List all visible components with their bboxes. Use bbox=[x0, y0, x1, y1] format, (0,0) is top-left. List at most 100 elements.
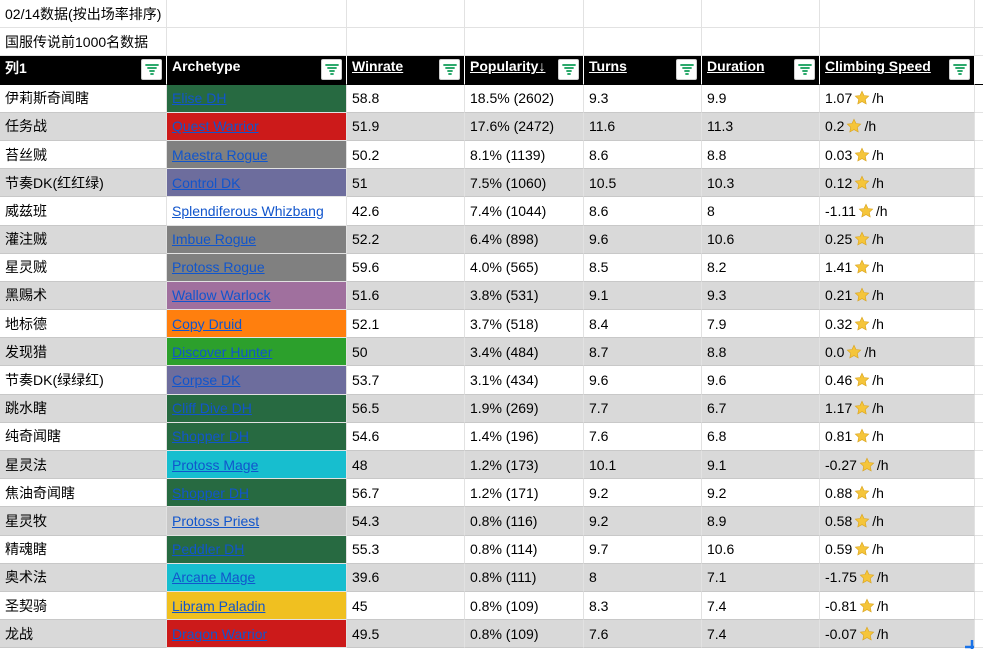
duration-cell[interactable]: 9.6 bbox=[702, 366, 820, 395]
empty-cell[interactable] bbox=[820, 0, 975, 29]
duration-cell[interactable]: 8.8 bbox=[702, 338, 820, 367]
archetype-cell[interactable]: Libram Paladin bbox=[167, 591, 347, 621]
deck-name-cell[interactable]: 龙战 bbox=[0, 620, 167, 649]
duration-cell[interactable]: 9.2 bbox=[702, 479, 820, 508]
popularity-cell[interactable]: 3.8% (531) bbox=[465, 281, 584, 311]
winrate-cell[interactable]: 50 bbox=[347, 338, 465, 367]
climbing-speed-cell[interactable]: -0.81/h bbox=[820, 591, 975, 621]
archetype-cell[interactable]: Shopper DH bbox=[167, 422, 347, 451]
deck-name-cell[interactable]: 黑赐术 bbox=[0, 281, 167, 311]
popularity-cell[interactable]: 3.7% (518) bbox=[465, 310, 584, 339]
archetype-link[interactable]: Protoss Mage bbox=[172, 456, 259, 473]
deck-name-cell[interactable]: 星灵法 bbox=[0, 451, 167, 480]
duration-cell[interactable]: 6.7 bbox=[702, 394, 820, 423]
deck-name-cell[interactable]: 精魂瞎 bbox=[0, 535, 167, 564]
popularity-cell[interactable]: 18.5% (2602) bbox=[465, 84, 584, 113]
turns-cell[interactable]: 8 bbox=[584, 563, 702, 592]
climbing-speed-cell[interactable]: 0.88/h bbox=[820, 479, 975, 508]
archetype-cell[interactable]: Quest Warrior bbox=[167, 112, 347, 141]
climbing-speed-cell[interactable]: 1.07/h bbox=[820, 84, 975, 113]
winrate-cell[interactable]: 54.3 bbox=[347, 507, 465, 536]
duration-cell[interactable]: 10.6 bbox=[702, 225, 820, 254]
archetype-link[interactable]: Corpse DK bbox=[172, 372, 241, 389]
winrate-cell[interactable]: 51 bbox=[347, 169, 465, 198]
archetype-link[interactable]: Maestra Rogue bbox=[172, 146, 268, 163]
duration-cell[interactable]: 7.9 bbox=[702, 310, 820, 339]
winrate-cell[interactable]: 55.3 bbox=[347, 535, 465, 564]
winrate-cell[interactable]: 58.8 bbox=[347, 84, 465, 113]
duration-cell[interactable]: 9.3 bbox=[702, 281, 820, 311]
duration-cell[interactable]: 8.9 bbox=[702, 507, 820, 536]
deck-name-cell[interactable]: 苔丝贼 bbox=[0, 140, 167, 170]
climbing-speed-cell[interactable]: -1.75/h bbox=[820, 563, 975, 592]
climbing-speed-cell[interactable]: 0.81/h bbox=[820, 422, 975, 451]
archetype-link[interactable]: Cliff Dive DH bbox=[172, 400, 252, 417]
duration-cell[interactable]: 9.1 bbox=[702, 451, 820, 480]
archetype-link[interactable]: Libram Paladin bbox=[172, 597, 266, 614]
empty-cell[interactable] bbox=[167, 28, 347, 57]
winrate-cell[interactable]: 56.5 bbox=[347, 394, 465, 423]
archetype-link[interactable]: Dragon Warrior bbox=[172, 625, 268, 642]
archetype-cell[interactable]: Wallow Warlock bbox=[167, 281, 347, 311]
popularity-cell[interactable]: 0.8% (114) bbox=[465, 535, 584, 564]
deck-name-cell[interactable]: 威兹班 bbox=[0, 197, 167, 226]
header-turns[interactable]: Turns bbox=[584, 56, 702, 85]
archetype-cell[interactable]: Splendiferous Whizbang bbox=[167, 197, 347, 226]
climbing-speed-cell[interactable]: 0.0/h bbox=[820, 338, 975, 367]
climbing-speed-cell[interactable]: 1.41/h bbox=[820, 253, 975, 282]
winrate-cell[interactable]: 48 bbox=[347, 451, 465, 480]
popularity-cell[interactable]: 4.0% (565) bbox=[465, 253, 584, 282]
duration-cell[interactable]: 8.2 bbox=[702, 253, 820, 282]
archetype-cell[interactable]: Corpse DK bbox=[167, 366, 347, 395]
archetype-cell[interactable]: Cliff Dive DH bbox=[167, 394, 347, 423]
popularity-cell[interactable]: 7.4% (1044) bbox=[465, 197, 584, 226]
deck-name-cell[interactable]: 奥术法 bbox=[0, 563, 167, 592]
deck-name-cell[interactable]: 圣契骑 bbox=[0, 591, 167, 621]
archetype-cell[interactable]: Arcane Mage bbox=[167, 563, 347, 592]
turns-cell[interactable]: 9.7 bbox=[584, 535, 702, 564]
archetype-link[interactable]: Quest Warrior bbox=[172, 118, 259, 135]
empty-cell[interactable] bbox=[167, 0, 347, 29]
popularity-cell[interactable]: 0.8% (116) bbox=[465, 507, 584, 536]
sheet-subtitle[interactable]: 国服传说前1000名数据 bbox=[0, 28, 167, 57]
archetype-link[interactable]: Shopper DH bbox=[172, 484, 250, 501]
deck-name-cell[interactable]: 地标德 bbox=[0, 310, 167, 339]
archetype-link[interactable]: Shopper DH bbox=[172, 428, 250, 445]
winrate-cell[interactable]: 50.2 bbox=[347, 140, 465, 170]
deck-name-cell[interactable]: 星灵贼 bbox=[0, 253, 167, 282]
deck-name-cell[interactable]: 星灵牧 bbox=[0, 507, 167, 536]
filter-button-archetype[interactable] bbox=[321, 59, 342, 81]
empty-cell[interactable] bbox=[702, 28, 820, 57]
empty-cell[interactable] bbox=[465, 0, 584, 29]
turns-cell[interactable]: 8.3 bbox=[584, 591, 702, 621]
turns-cell[interactable]: 7.6 bbox=[584, 422, 702, 451]
empty-cell[interactable] bbox=[584, 0, 702, 29]
empty-cell[interactable] bbox=[465, 28, 584, 57]
winrate-cell[interactable]: 39.6 bbox=[347, 563, 465, 592]
duration-cell[interactable]: 7.4 bbox=[702, 620, 820, 649]
archetype-link[interactable]: Elise DH bbox=[172, 90, 227, 107]
archetype-cell[interactable]: Shopper DH bbox=[167, 479, 347, 508]
empty-cell[interactable] bbox=[584, 28, 702, 57]
archetype-cell[interactable]: Protoss Rogue bbox=[167, 253, 347, 282]
duration-cell[interactable]: 6.8 bbox=[702, 422, 820, 451]
deck-name-cell[interactable]: 纯奇闻瞎 bbox=[0, 422, 167, 451]
climbing-speed-cell[interactable]: 1.17/h bbox=[820, 394, 975, 423]
winrate-cell[interactable]: 42.6 bbox=[347, 197, 465, 226]
duration-cell[interactable]: 8.8 bbox=[702, 140, 820, 170]
turns-cell[interactable]: 9.1 bbox=[584, 281, 702, 311]
climbing-speed-cell[interactable]: 0.58/h bbox=[820, 507, 975, 536]
climbing-speed-cell[interactable]: 0.2/h bbox=[820, 112, 975, 141]
duration-cell[interactable]: 9.9 bbox=[702, 84, 820, 113]
empty-cell[interactable] bbox=[347, 0, 465, 29]
duration-cell[interactable]: 8 bbox=[702, 197, 820, 226]
winrate-cell[interactable]: 51.6 bbox=[347, 281, 465, 311]
winrate-cell[interactable]: 59.6 bbox=[347, 253, 465, 282]
archetype-link[interactable]: Control DK bbox=[172, 174, 241, 191]
popularity-cell[interactable]: 7.5% (1060) bbox=[465, 169, 584, 198]
archetype-link[interactable]: Protoss Rogue bbox=[172, 259, 265, 276]
popularity-cell[interactable]: 1.2% (171) bbox=[465, 479, 584, 508]
turns-cell[interactable]: 9.6 bbox=[584, 366, 702, 395]
archetype-cell[interactable]: Protoss Mage bbox=[167, 451, 347, 480]
popularity-cell[interactable]: 6.4% (898) bbox=[465, 225, 584, 254]
